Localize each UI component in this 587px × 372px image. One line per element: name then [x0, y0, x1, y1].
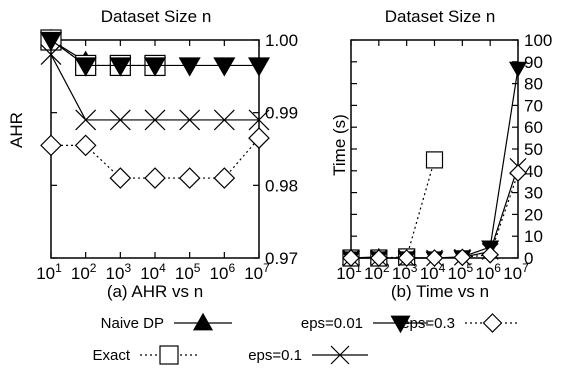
- y-tick-label: 1.00: [265, 31, 298, 50]
- legend: Naive DP eps=0.01 eps=0.3 Exact eps=0.1: [92, 312, 520, 365]
- x-tick-label: 106: [475, 261, 501, 283]
- data-point: [144, 109, 166, 131]
- y-tick-label: 10: [524, 227, 543, 246]
- legend-marker: [330, 345, 350, 365]
- series-exact: [342, 151, 444, 267]
- y-tick-label: 40: [524, 162, 543, 181]
- legend-label: Exact: [92, 347, 130, 364]
- legend-item: eps=0.01: [301, 315, 428, 334]
- x-tick-label: 101: [36, 261, 62, 283]
- legend-marker: [159, 345, 179, 365]
- chart-ahr-vs-n: Dataset Size n AHR (a) AHR vs n 101 102 10…: [7, 7, 298, 301]
- series-exact: [40, 29, 166, 77]
- y-axis-label: AHR: [7, 112, 26, 148]
- data-point: [109, 57, 132, 77]
- y-tick-label: 0.97: [265, 249, 298, 268]
- legend-label: eps=0.3: [401, 315, 455, 332]
- chart-title: Dataset Size n: [101, 7, 212, 26]
- data-point: [179, 109, 201, 131]
- data-point: [453, 248, 472, 267]
- data-point: [248, 109, 270, 131]
- x-tick-label: 103: [106, 261, 132, 283]
- legend-marker: [482, 313, 503, 333]
- series-line: [50, 39, 155, 67]
- data-point: [248, 127, 270, 149]
- x-tick-label: 104: [420, 261, 446, 283]
- data-point: [144, 167, 166, 189]
- y-axis-label: Time (s): [330, 114, 349, 176]
- data-point: [481, 245, 500, 264]
- data-point: [425, 249, 444, 267]
- data-point: [74, 57, 97, 77]
- y-tick-label: 0.98: [265, 176, 298, 195]
- plot-frame: [350, 39, 519, 259]
- series-line: [351, 166, 519, 259]
- x-tick-label: 107: [503, 261, 529, 283]
- data-point: [247, 57, 271, 77]
- data-point: [109, 167, 132, 189]
- x-tick-label: 102: [364, 261, 390, 283]
- series-eps-0-1: [40, 44, 270, 131]
- chart-caption: (b) Time vs n: [391, 282, 489, 301]
- chart-time-vs-n: Dataset Size n Time (s) (b) Time vs n 10…: [330, 7, 552, 301]
- x-tick-label: 105: [175, 261, 201, 283]
- data-point: [509, 164, 527, 182]
- data-point: [342, 249, 360, 267]
- legend-marker: [192, 312, 214, 331]
- data-point: [109, 109, 131, 131]
- series-line: [351, 159, 436, 259]
- data-point: [425, 151, 444, 169]
- x-tick-label: 102: [71, 261, 97, 283]
- y-tick-label: 30: [524, 184, 543, 203]
- chart-caption: (a) AHR vs n: [107, 282, 203, 301]
- legend-label: eps=0.01: [301, 315, 363, 332]
- x-tick-label: 104: [140, 261, 166, 283]
- data-point: [40, 134, 62, 157]
- x-tick-label: 101: [336, 261, 362, 283]
- data-point: [397, 249, 416, 267]
- legend-marker: [390, 315, 411, 334]
- legend-label: eps=0.1: [248, 347, 302, 364]
- legend-item: Naive DP: [101, 312, 232, 332]
- y-tick-label: 90: [524, 53, 543, 72]
- y-tick-label: 0: [524, 249, 533, 268]
- data-point: [508, 61, 528, 78]
- data-point: [143, 57, 167, 77]
- series-eps-0-3: [342, 164, 527, 267]
- legend-item: eps=0.1: [248, 345, 368, 365]
- data-point: [75, 109, 97, 131]
- series-eps-0-3: [40, 127, 270, 189]
- y-tick-label: 60: [524, 118, 543, 137]
- data-point: [213, 57, 236, 77]
- y-tick-label: 20: [524, 205, 543, 224]
- chart-title: Dataset Size n: [385, 7, 496, 26]
- data-point: [213, 109, 235, 131]
- y-tick-label: 70: [524, 96, 543, 115]
- series-eps-0-01: [39, 31, 271, 77]
- y-tick-label: 50: [524, 140, 543, 159]
- data-point: [213, 167, 236, 189]
- data-point: [74, 134, 97, 157]
- legend-label: Naive DP: [101, 315, 164, 332]
- y-tick-label: 80: [524, 75, 543, 94]
- data-point: [369, 249, 388, 267]
- legend-item: Exact: [92, 345, 198, 365]
- data-point: [39, 31, 63, 52]
- y-tick-label: 100: [524, 31, 552, 50]
- data-point: [178, 57, 201, 77]
- y-tick-label: 0.99: [265, 104, 298, 123]
- data-point: [178, 167, 201, 189]
- x-tick-label: 106: [210, 261, 236, 283]
- x-tick-label: 107: [244, 261, 270, 283]
- x-tick-label: 105: [448, 261, 474, 283]
- x-tick-label: 103: [392, 261, 418, 283]
- legend-item: eps=0.3: [401, 313, 520, 333]
- data-point: [40, 44, 62, 65]
